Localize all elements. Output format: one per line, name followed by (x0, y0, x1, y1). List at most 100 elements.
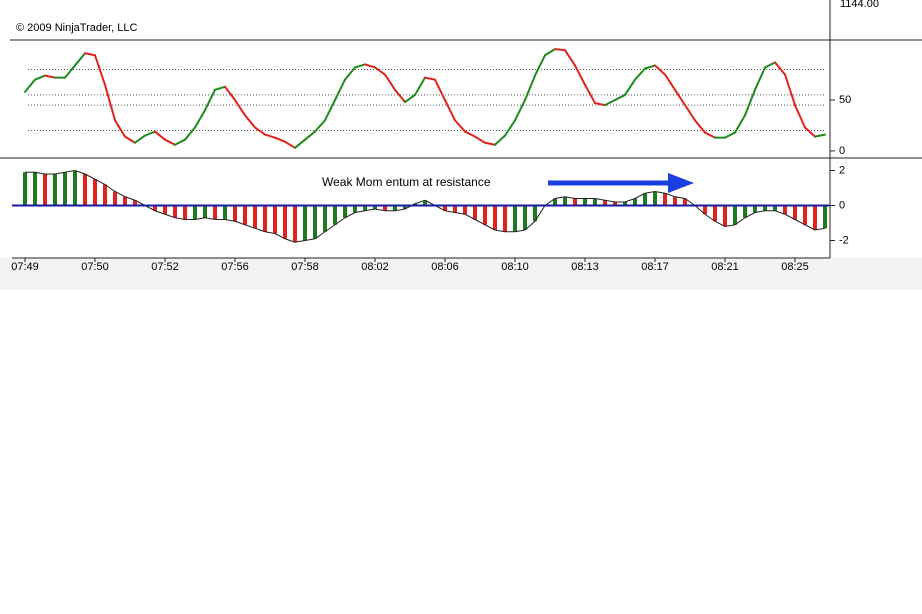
oscillator-segment (304, 130, 316, 141)
oscillator-segment (84, 52, 96, 57)
histogram-bar (593, 198, 597, 206)
oscillator-segment (554, 48, 566, 52)
histogram-bar (333, 205, 337, 225)
histogram-bar (463, 205, 467, 215)
oscillator-segment (664, 73, 676, 91)
oscillator-segment (294, 138, 306, 149)
x-tick-label: 07:52 (151, 261, 179, 273)
oscillator-segment (244, 114, 256, 129)
histogram-bar (43, 174, 47, 206)
histogram-bar (93, 179, 97, 206)
oscillator-segment (524, 74, 536, 102)
histogram-bar (783, 205, 787, 215)
oscillator-segment (124, 135, 136, 144)
histogram-bar (393, 205, 397, 211)
oscillator-segment (104, 83, 116, 122)
histogram-bar (603, 200, 607, 206)
arrow (548, 173, 694, 193)
oscillator-segment (174, 138, 186, 146)
oscillator-segment (804, 126, 816, 138)
histogram-bar (553, 198, 557, 206)
oscillator-segment (394, 88, 406, 104)
oscillator-segment (544, 48, 556, 57)
x-tick-label: 08:13 (571, 261, 599, 273)
histogram-bar (503, 205, 507, 232)
histogram-bar (343, 205, 347, 218)
histogram-bar (663, 193, 667, 206)
oscillator-segment (624, 78, 636, 96)
price-label: 1144.00 (840, 0, 879, 10)
oscillator-segment (494, 134, 506, 146)
histogram-bar (153, 205, 157, 211)
histogram-bar (273, 205, 277, 234)
histogram-bar (583, 198, 587, 206)
histogram-bar (283, 205, 287, 239)
histogram-bar (733, 205, 737, 225)
histogram-bar (403, 205, 407, 209)
histogram-bar (573, 198, 577, 206)
histogram-bar (483, 205, 487, 225)
oscillator-segment (734, 114, 746, 134)
histogram-bar (613, 202, 617, 206)
histogram-outline (25, 169, 826, 243)
histogram-bar (113, 191, 117, 206)
annotation: Weak Mom entum at resistance (322, 175, 491, 189)
arrow-head (668, 173, 694, 193)
oscillator-segment (784, 73, 796, 107)
histogram-bar (623, 202, 627, 206)
oscillator-segment (564, 49, 576, 67)
histogram-bar (203, 205, 207, 218)
x-tick-label: 08:06 (431, 261, 459, 273)
oscillator-segment (384, 73, 396, 91)
oscillator-segment (344, 66, 356, 81)
oscillator-segment (584, 83, 596, 105)
histogram-bar (133, 200, 137, 206)
oscillator-segment (814, 133, 826, 138)
histogram-bar (253, 205, 257, 229)
oscillator-segment (704, 131, 716, 139)
oscillator-segment (634, 67, 646, 81)
histogram-bar (723, 205, 727, 227)
oscillator-segment (164, 138, 176, 146)
copyright: © 2009 NinjaTrader, LLC (16, 22, 137, 34)
histogram-bar (233, 205, 237, 222)
histogram-bar (523, 205, 527, 230)
oscillator-segment (654, 64, 666, 76)
oscillator-segment (254, 126, 266, 136)
oscillator-segment (744, 88, 756, 117)
oscillator-segment (74, 52, 86, 67)
histogram-bar (443, 205, 447, 211)
oscillator-segment (34, 74, 46, 81)
y-tick-label: 0 (839, 199, 845, 211)
histogram-bar (163, 205, 167, 215)
histogram-bar (423, 200, 427, 206)
oscillator-segment (484, 141, 496, 146)
oscillator-segment (114, 119, 126, 138)
histogram-bar (63, 172, 67, 206)
x-tick-label: 08:25 (781, 261, 809, 273)
x-tick-label: 07:58 (291, 261, 319, 273)
histogram-bar (533, 205, 537, 222)
oscillator-segment (144, 130, 156, 137)
oscillator-segment (444, 99, 456, 122)
histogram-bar (473, 205, 477, 220)
x-tick-label: 08:02 (361, 261, 389, 273)
oscillator-segment (724, 131, 736, 139)
oscillator-segment (204, 88, 216, 112)
oscillator-segment (424, 76, 436, 81)
oscillator-segment (694, 119, 706, 134)
histogram-bar (703, 205, 707, 215)
histogram-bar (513, 205, 517, 232)
time-axis-band (0, 258, 922, 290)
x-tick-label: 08:10 (501, 261, 529, 273)
oscillator-segment (224, 85, 236, 102)
oscillator-segment (434, 78, 446, 102)
oscillator-segment (324, 99, 336, 122)
histogram-bar (123, 196, 127, 206)
histogram-bar (73, 170, 77, 206)
oscillator-segment (794, 104, 806, 129)
x-tick-label: 07:49 (11, 261, 39, 273)
oscillator-segment (154, 130, 166, 141)
histogram-bar (373, 205, 377, 209)
chart-area (0, 0, 922, 290)
